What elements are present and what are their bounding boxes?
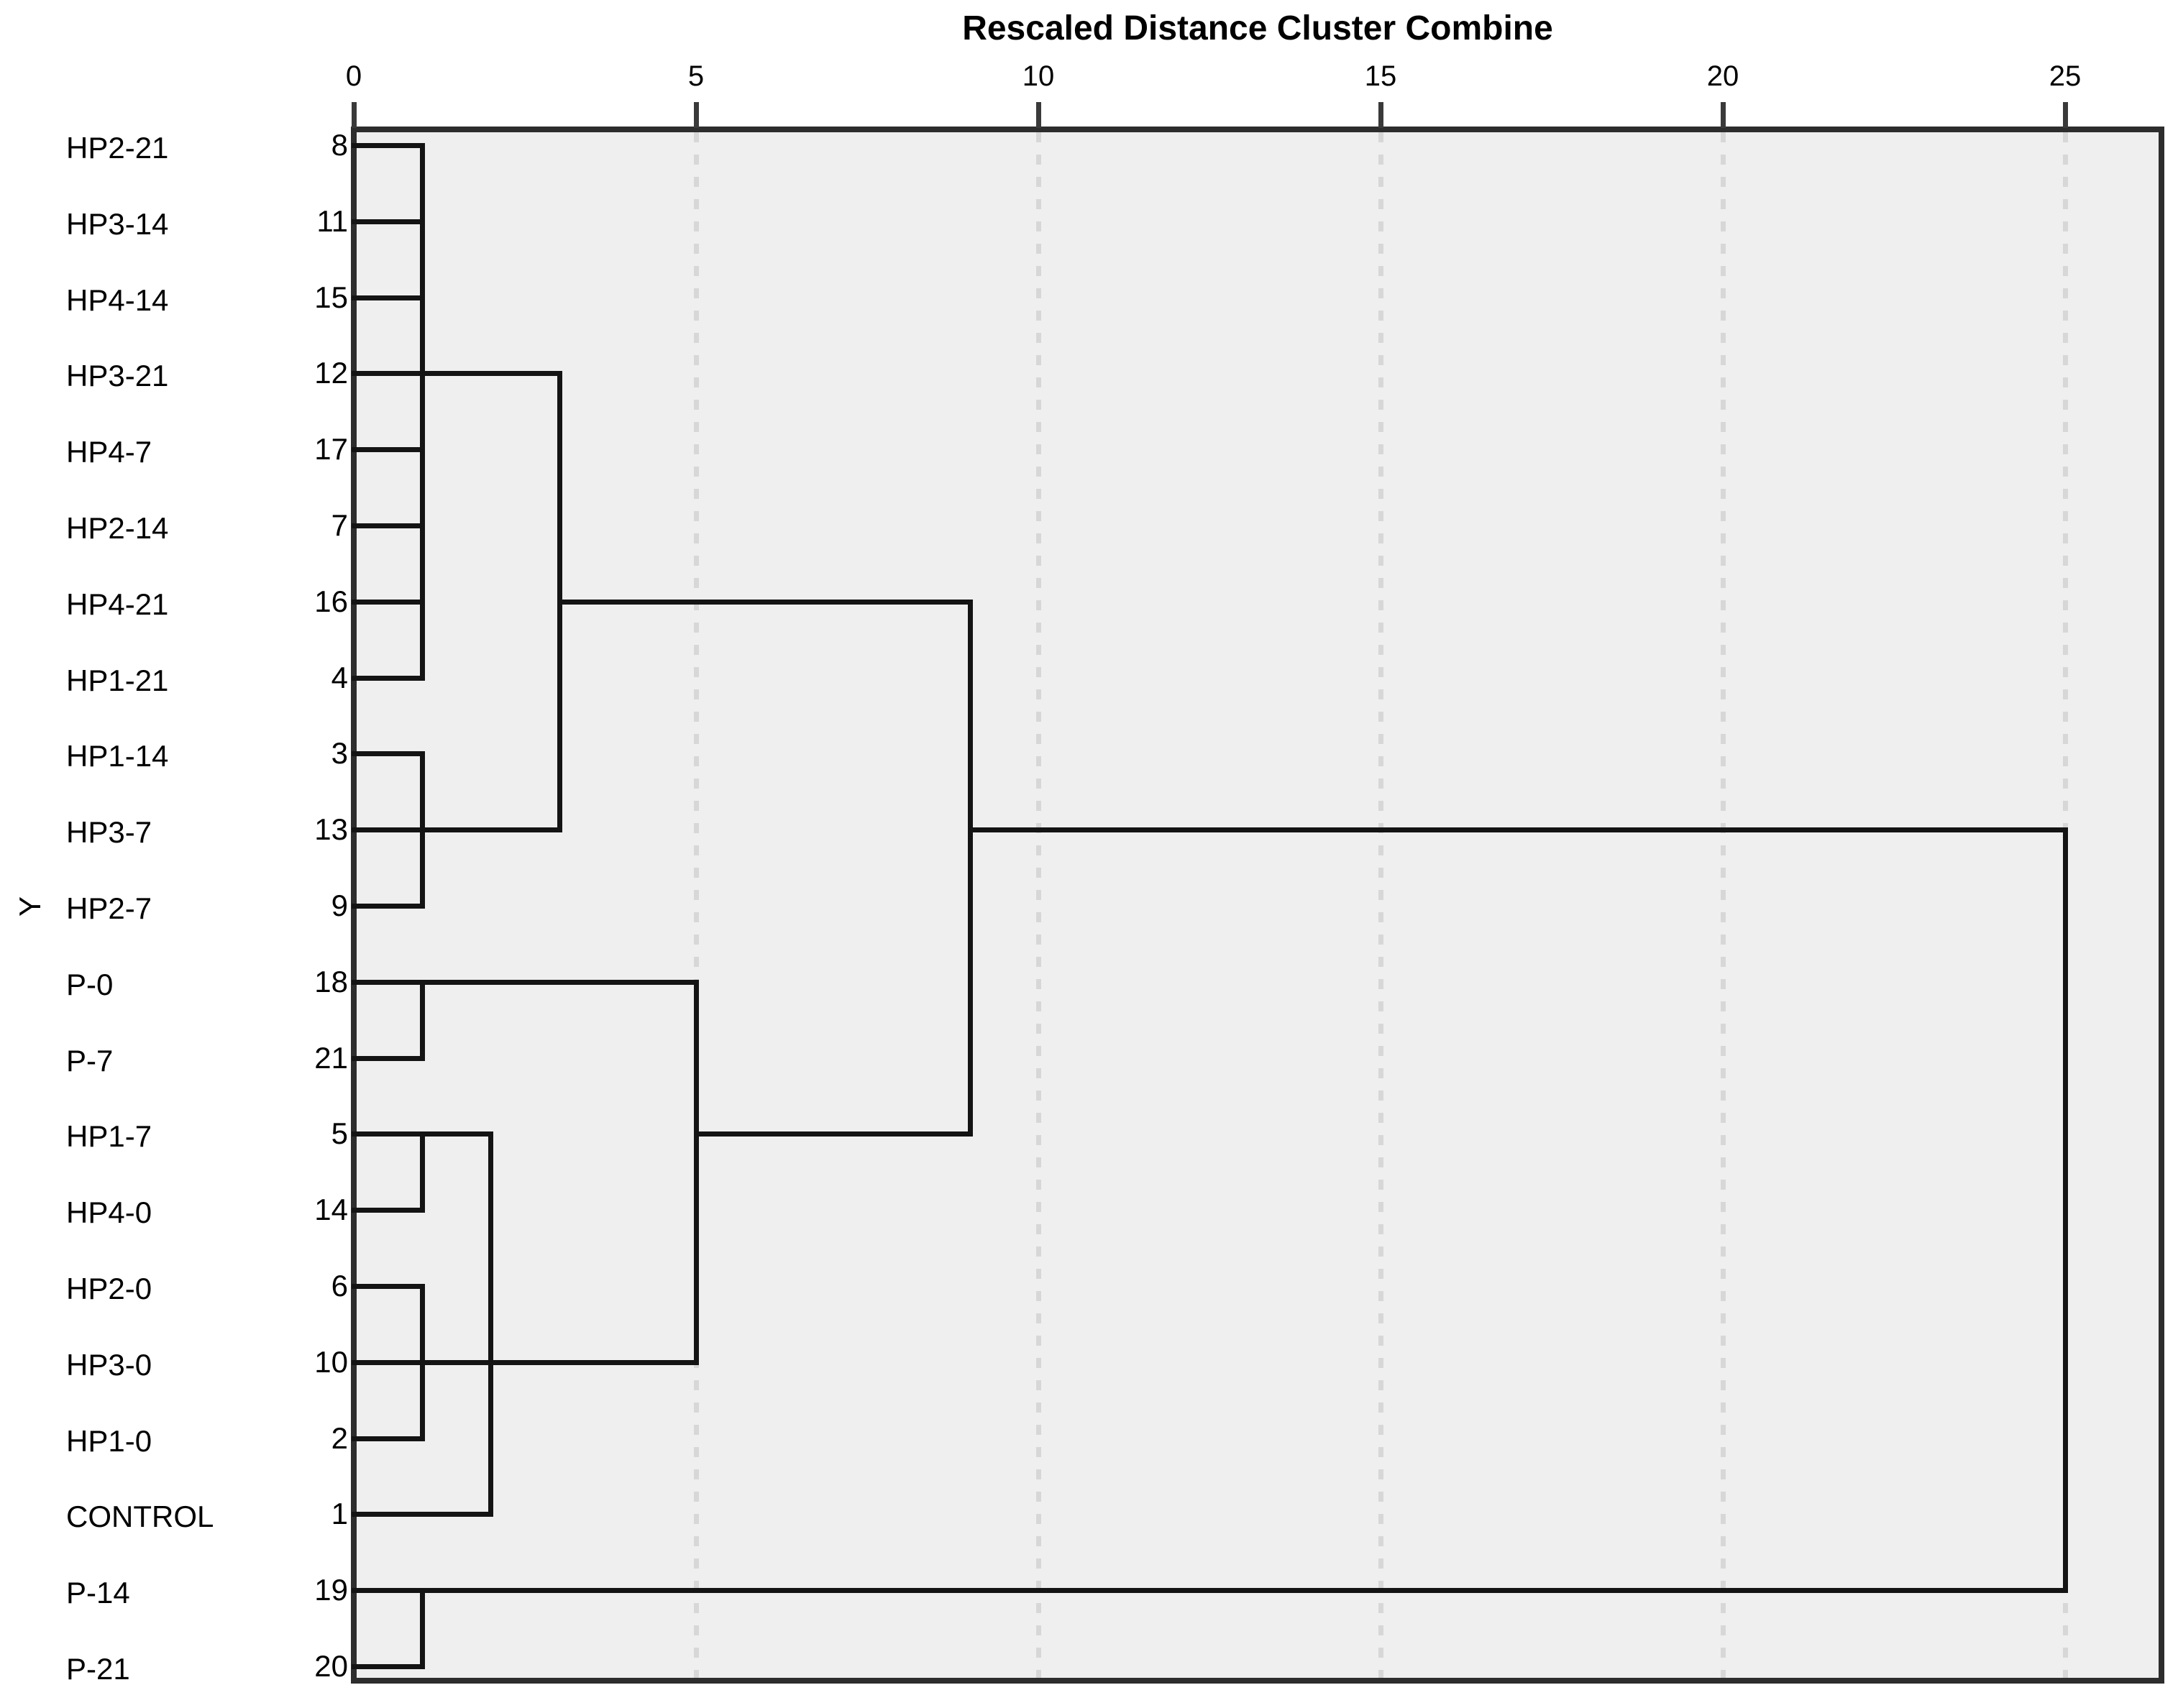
v-segment-6 — [420, 1131, 426, 1213]
x-tick-15 — [1378, 102, 1383, 128]
v-segment-8 — [488, 1131, 494, 1518]
leaf-case-number-19: 19 — [314, 1573, 348, 1607]
leaf-case-number-10: 10 — [314, 1344, 348, 1379]
leaf-label-HP3-7: HP3-7 — [66, 815, 152, 850]
h-segment-2 — [352, 295, 426, 300]
h-segment-8 — [352, 675, 426, 681]
h-segment-0 — [352, 143, 426, 148]
v-segment-9 — [420, 1588, 426, 1669]
leaf-label-P-7: P-7 — [66, 1043, 114, 1078]
h-segment-3 — [352, 371, 562, 377]
h-segment-11 — [967, 827, 2068, 833]
leaf-label-CONTROL: CONTROL — [66, 1500, 214, 1534]
leaf-label-HP4-7: HP4-7 — [66, 435, 152, 469]
leaf-case-number-17: 17 — [314, 432, 348, 467]
h-segment-10 — [352, 827, 562, 833]
gridline-5 — [694, 132, 699, 1678]
leaf-case-number-15: 15 — [314, 280, 348, 314]
h-segment-13 — [352, 979, 699, 985]
x-tick-5 — [694, 102, 699, 128]
h-segment-5 — [352, 523, 426, 528]
h-segment-14 — [352, 1055, 426, 1061]
h-segment-6 — [352, 599, 426, 605]
x-tick-label-5: 5 — [687, 60, 705, 92]
leaf-label-HP2-21: HP2-21 — [66, 131, 169, 165]
leaf-label-HP2-7: HP2-7 — [66, 891, 152, 925]
y-axis-label: Y — [13, 896, 47, 917]
x-tick-0 — [352, 102, 357, 128]
x-tick-label-0: 0 — [345, 60, 362, 92]
h-segment-7 — [557, 599, 973, 605]
h-segment-4 — [352, 447, 426, 453]
chart-title: Rescaled Distance Cluster Combine — [962, 9, 1553, 47]
plot-area — [351, 127, 2164, 1684]
leaf-label-HP1-21: HP1-21 — [66, 663, 169, 697]
v-segment-7 — [420, 1284, 426, 1441]
leaf-case-number-2: 2 — [331, 1420, 348, 1455]
leaf-case-number-1: 1 — [331, 1497, 348, 1531]
x-tick-10 — [1036, 102, 1041, 128]
gridline-20 — [1721, 132, 1726, 1678]
v-segment-4 — [420, 979, 426, 1061]
leaf-label-HP1-7: HP1-7 — [66, 1119, 152, 1154]
v-segment-0 — [420, 143, 426, 681]
leaf-case-number-20: 20 — [314, 1649, 348, 1683]
x-tick-label-15: 15 — [1364, 60, 1397, 92]
leaf-case-number-6: 6 — [331, 1269, 348, 1303]
leaf-label-HP3-0: HP3-0 — [66, 1347, 152, 1382]
h-segment-18 — [352, 1284, 426, 1289]
x-tick-label-10: 10 — [1022, 60, 1055, 92]
h-segment-19 — [352, 1359, 699, 1365]
leaf-label-HP3-21: HP3-21 — [66, 359, 169, 393]
leaf-label-HP3-14: HP3-14 — [66, 206, 169, 241]
v-segment-3 — [967, 599, 973, 1137]
h-segment-1 — [352, 219, 426, 224]
leaf-label-HP1-0: HP1-0 — [66, 1423, 152, 1458]
x-tick-20 — [1721, 102, 1726, 128]
leaf-label-P-14: P-14 — [66, 1576, 130, 1610]
leaf-case-number-18: 18 — [314, 964, 348, 998]
leaf-case-number-8: 8 — [331, 128, 348, 162]
leaf-case-number-9: 9 — [331, 889, 348, 922]
leaf-label-P-0: P-0 — [66, 967, 114, 1001]
v-segment-2 — [557, 371, 562, 833]
leaf-case-number-12: 12 — [314, 356, 348, 390]
h-segment-12 — [352, 904, 426, 909]
v-segment-5 — [694, 979, 699, 1365]
h-segment-16 — [694, 1131, 973, 1137]
h-segment-21 — [352, 1512, 494, 1518]
leaf-case-number-7: 7 — [331, 508, 348, 542]
h-segment-9 — [352, 751, 426, 757]
leaf-case-number-11: 11 — [316, 203, 348, 238]
leaf-case-number-16: 16 — [314, 584, 348, 618]
gridline-15 — [1378, 132, 1383, 1678]
h-segment-22 — [352, 1588, 2068, 1594]
leaf-case-number-3: 3 — [331, 736, 348, 771]
x-tick-label-25: 25 — [2049, 60, 2082, 92]
v-segment-1 — [420, 751, 426, 909]
x-tick-label-20: 20 — [1706, 60, 1739, 92]
leaf-label-HP4-21: HP4-21 — [66, 587, 169, 621]
leaf-label-P-21: P-21 — [66, 1652, 130, 1686]
leaf-case-number-14: 14 — [314, 1193, 348, 1227]
leaf-label-HP1-14: HP1-14 — [66, 739, 169, 773]
leaf-case-number-5: 5 — [331, 1116, 348, 1151]
leaf-case-number-13: 13 — [314, 812, 348, 847]
leaf-label-HP2-0: HP2-0 — [66, 1272, 152, 1305]
leaf-label-HP4-14: HP4-14 — [66, 283, 169, 317]
gridline-10 — [1036, 132, 1041, 1678]
h-segment-23 — [352, 1664, 426, 1669]
v-segment-10 — [2063, 827, 2068, 1594]
leaf-case-number-4: 4 — [331, 660, 348, 694]
leaf-case-number-21: 21 — [314, 1040, 348, 1075]
h-segment-20 — [352, 1436, 426, 1441]
x-tick-25 — [2063, 102, 2068, 128]
leaf-label-HP2-14: HP2-14 — [66, 511, 169, 545]
h-segment-17 — [352, 1208, 426, 1213]
leaf-label-HP4-0: HP4-0 — [66, 1195, 152, 1230]
